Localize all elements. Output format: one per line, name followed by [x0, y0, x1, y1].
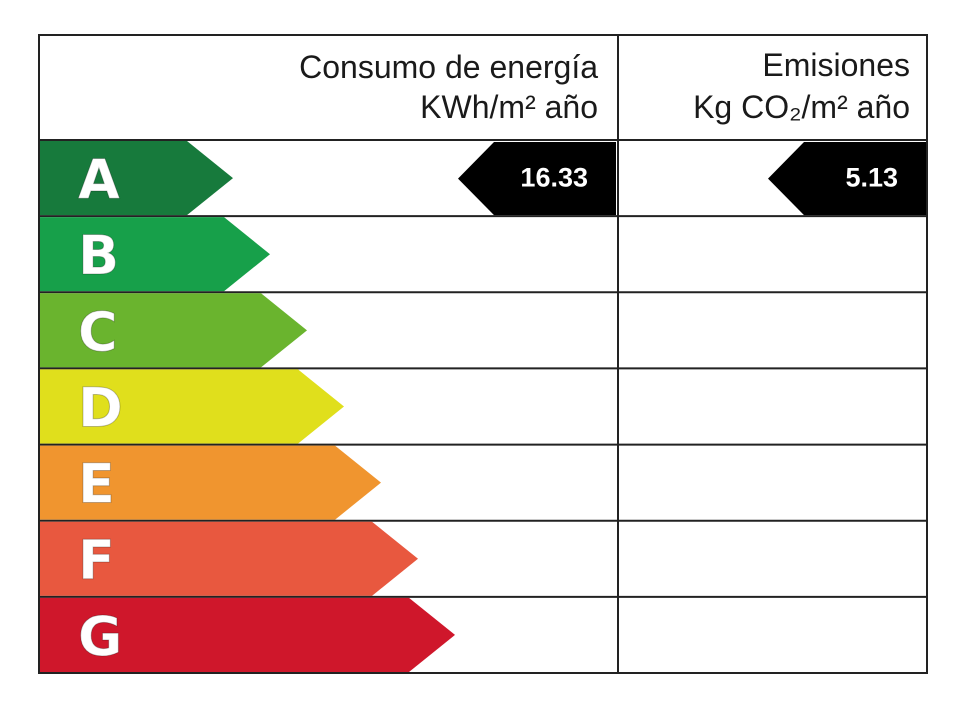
class-arrow	[40, 293, 307, 368]
class-letter: G	[78, 605, 122, 668]
emissions-title: Emisiones	[762, 47, 910, 83]
class-arrow	[40, 217, 270, 292]
class-letter: F	[78, 529, 115, 592]
value-arrow	[458, 142, 616, 216]
class-letter: B	[78, 224, 119, 287]
emissions-unit: Kg CO₂/m² año	[693, 89, 910, 125]
value-label: 16.33	[520, 163, 588, 193]
value-arrow	[768, 142, 926, 216]
class-letter: D	[78, 377, 123, 440]
class-letter: E	[78, 453, 115, 516]
class-arrow	[40, 445, 381, 520]
class-arrow	[40, 521, 418, 596]
consumption-unit: KWh/m² año	[420, 89, 598, 125]
class-arrow	[40, 369, 344, 444]
class-arrow	[40, 597, 455, 672]
class-letter: C	[78, 300, 118, 363]
consumption-title: Consumo de energía	[299, 49, 598, 85]
value-label: 5.13	[845, 163, 898, 193]
class-letter: A	[78, 148, 120, 211]
class-arrow	[40, 141, 233, 216]
